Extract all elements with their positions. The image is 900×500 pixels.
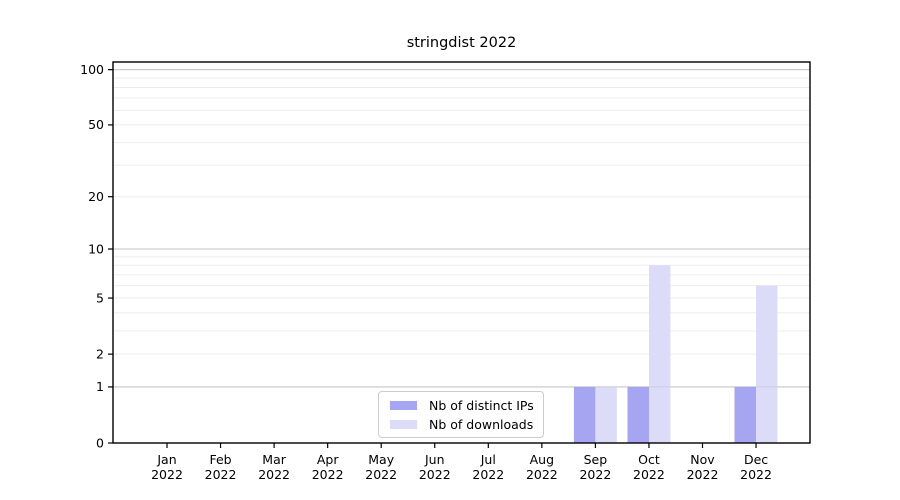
x-tick-label-month: Apr bbox=[317, 452, 339, 467]
x-tick-label-month: Mar bbox=[262, 452, 286, 467]
x-tick-label-year: 2022 bbox=[419, 467, 451, 482]
x-tick-label-month: Oct bbox=[638, 452, 660, 467]
x-tick-label-year: 2022 bbox=[687, 467, 719, 482]
x-tick-label-year: 2022 bbox=[472, 467, 504, 482]
x-tick-label-month: Jun bbox=[424, 452, 445, 467]
x-tick-label-year: 2022 bbox=[151, 467, 183, 482]
x-tick-label-year: 2022 bbox=[312, 467, 344, 482]
x-tick-label-year: 2022 bbox=[365, 467, 397, 482]
y-tick-label: 20 bbox=[88, 189, 104, 204]
y-tick-label: 0 bbox=[96, 435, 104, 450]
bar bbox=[734, 386, 756, 443]
x-tick-label-month: Feb bbox=[209, 452, 231, 467]
bar bbox=[627, 386, 649, 443]
gridlines-minor bbox=[113, 77, 810, 355]
x-tick-label-month: Aug bbox=[530, 452, 554, 467]
bar bbox=[595, 386, 617, 443]
bar bbox=[573, 386, 596, 443]
x-tick-label-month: Jan bbox=[156, 452, 176, 467]
x-tick-label-year: 2022 bbox=[258, 467, 290, 482]
x-tick-label-month: Nov bbox=[690, 452, 715, 467]
x-tick-label-month: Sep bbox=[584, 452, 608, 467]
legend-label-distinct-ips: Nb of distinct IPs bbox=[429, 397, 534, 413]
x-tick-label-month: May bbox=[368, 452, 394, 467]
chart-title: stringdist 2022 bbox=[406, 35, 517, 51]
y-axis: 0 1 2 5 10 20 50 100 bbox=[80, 62, 113, 450]
y-tick-label: 100 bbox=[80, 62, 104, 77]
x-tick-label-year: 2022 bbox=[633, 467, 665, 482]
legend-label-downloads: Nb of downloads bbox=[429, 416, 534, 432]
legend-item-distinct-ips: Nb of distinct IPs bbox=[386, 397, 534, 413]
bar-series-1 bbox=[595, 265, 778, 443]
legend-item-downloads: Nb of downloads bbox=[386, 416, 534, 432]
x-tick-label-month: Jul bbox=[480, 452, 496, 467]
x-tick-label-month: Dec bbox=[744, 452, 768, 467]
bar bbox=[756, 285, 778, 443]
plot-frame bbox=[112, 61, 811, 444]
x-tick-label-year: 2022 bbox=[205, 467, 237, 482]
y-tick-label: 1 bbox=[96, 379, 104, 394]
x-tick-label-year: 2022 bbox=[526, 467, 558, 482]
bar-series-0 bbox=[573, 386, 756, 443]
x-axis: Jan2022Feb2022Mar2022Apr2022May2022Jun20… bbox=[151, 443, 772, 482]
x-tick-label-year: 2022 bbox=[740, 467, 772, 482]
y-tick-label: 5 bbox=[96, 290, 104, 305]
gridlines-major bbox=[113, 69, 810, 388]
y-tick-label: 2 bbox=[96, 346, 104, 361]
y-tick-label: 50 bbox=[88, 117, 104, 132]
legend-swatch-distinct-ips bbox=[390, 400, 417, 410]
y-tick-label: 10 bbox=[88, 241, 104, 256]
gridlines-overlay bbox=[113, 69, 810, 388]
bar bbox=[649, 265, 671, 443]
legend: Nb of distinct IPs Nb of downloads bbox=[378, 391, 544, 438]
legend-swatch-downloads bbox=[390, 419, 417, 429]
x-tick-label-year: 2022 bbox=[579, 467, 611, 482]
